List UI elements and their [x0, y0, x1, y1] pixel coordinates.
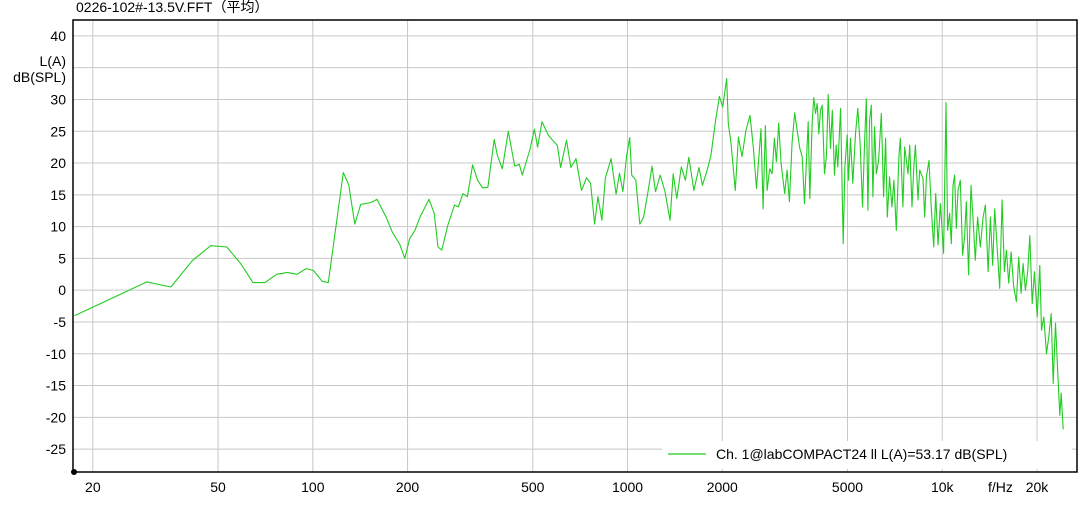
legend-label: Ch. 1@labCOMPACT24 ll L(A)=53.17 dB(SPL) [716, 446, 1007, 462]
x-tick-label: 2000 [707, 479, 738, 495]
y-tick-label: 5 [58, 250, 66, 266]
series-layer [74, 77, 1064, 430]
legend-background [662, 441, 1072, 469]
series-line-ch1 [74, 77, 1064, 430]
y-tick-label: 15 [50, 187, 66, 203]
y-tick-label: 10 [50, 219, 66, 235]
y-axis-label-line-2: dB(SPL) [13, 69, 66, 85]
x-tick-label: 1000 [612, 479, 643, 495]
y-tick-label: 40 [50, 28, 66, 44]
x-tick-label: 200 [396, 479, 420, 495]
y-tick-label: 30 [50, 91, 66, 107]
y-tick-label: 0 [58, 282, 66, 298]
y-tick-label: -10 [46, 346, 66, 362]
x-axis-label: f/Hz [988, 479, 1013, 495]
x-tick-label: 5000 [832, 479, 863, 495]
y-axis-ticks: 40 30 25 20 15 10 5 0 -5 -10 -15 -20 -25 [46, 28, 66, 457]
y-axis-label-line-1: L(A) [40, 53, 66, 69]
x-tick-label: 10k [931, 479, 955, 495]
x-tick-label: 100 [301, 479, 325, 495]
legend: Ch. 1@labCOMPACT24 ll L(A)=53.17 dB(SPL) [662, 441, 1072, 469]
y-tick-label: -15 [46, 378, 66, 394]
y-tick-label: -20 [46, 409, 66, 425]
y-tick-label: 20 [50, 155, 66, 171]
chart-title: 0226-102#-13.5V.FFT（平均） [76, 0, 268, 15]
origin-marker [71, 469, 77, 475]
y-tick-label: 25 [50, 123, 66, 139]
grid-lines [73, 20, 1077, 472]
plot-frame [72, 19, 1078, 473]
x-tick-label: 500 [521, 479, 545, 495]
x-tick-label: 20k [1026, 479, 1050, 495]
x-axis-ticks: 20 50 100 200 500 1000 2000 5000 10k 20k [85, 479, 1049, 495]
x-tick-label: 50 [210, 479, 226, 495]
y-tick-label: -5 [54, 314, 67, 330]
x-tick-label: 20 [85, 479, 101, 495]
y-tick-label: -25 [46, 441, 66, 457]
